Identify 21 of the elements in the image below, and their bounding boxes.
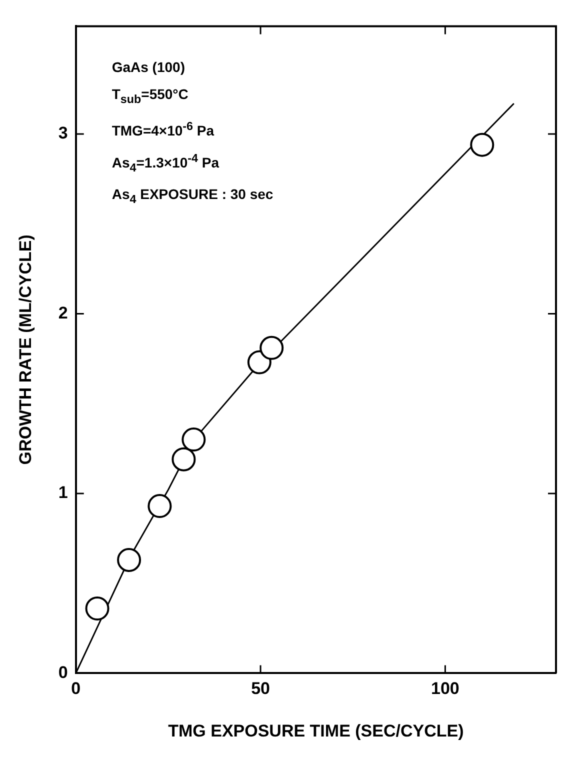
annotation: As$_{4}$=1.3×10$^{-4}$ Pa (112, 150, 220, 176)
annotation: As$_{4}$ EXPOSURE : 30 sec (112, 185, 274, 208)
y-axis-title: GROWTH RATE (ML/CYCLE) (16, 234, 35, 465)
y-tick-label: 2 (58, 303, 68, 322)
point (148, 494, 172, 518)
x-tick-label: 0 (71, 679, 81, 698)
point (182, 428, 206, 452)
point (260, 336, 284, 360)
y-tick-label: 0 (58, 662, 68, 682)
y-tick-label: 3 (58, 124, 68, 143)
y-tick-label: 1 (58, 483, 68, 502)
point (470, 132, 494, 157)
annotation: TMG=4×10$^{-6}$ Pa (112, 118, 216, 141)
point (85, 596, 110, 620)
point (172, 447, 196, 472)
annotation: T$_{sub}$=550°C (112, 85, 190, 108)
annotation: GaAs (100) (112, 58, 186, 78)
x-tick-label: 50 (251, 679, 270, 698)
point (117, 548, 142, 572)
x-tick-label: 100 (431, 679, 460, 698)
x-axis-title: TMG EXPOSURE TIME (SEC/CYCLE) (168, 721, 464, 740)
